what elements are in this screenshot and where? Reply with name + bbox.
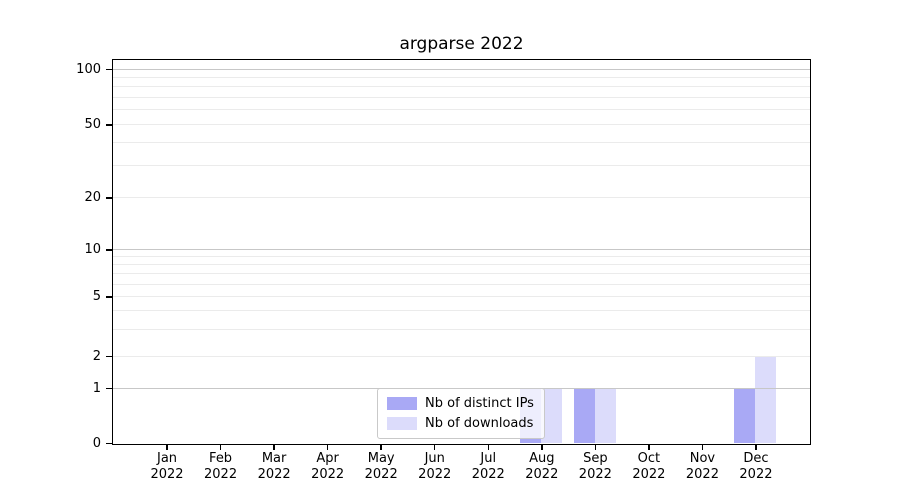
gridline-minor-y9	[113, 256, 810, 258]
x-tick-apr	[326, 443, 329, 450]
x-tick-label-mar: Mar 2022	[244, 451, 304, 483]
bar-nb-of-downloads-sep	[594, 388, 616, 443]
x-tick-feb	[219, 443, 222, 450]
x-tick-sep	[594, 443, 597, 450]
x-tick-label-feb: Feb 2022	[191, 451, 251, 483]
y-tick-label-100: 100	[76, 61, 101, 77]
x-tick-month-jun: Jun	[424, 451, 445, 466]
legend-label-distinct-ips: Nb of distinct IPs	[425, 396, 534, 411]
gridline-minor-y7	[113, 273, 810, 275]
y-tick-5	[105, 296, 112, 298]
plot-area: Nb of distinct IPs Nb of downloads	[112, 59, 811, 445]
x-tick-month-dec: Dec	[743, 451, 769, 466]
y-tick-label-5: 5	[92, 289, 101, 304]
x-tick-label-jun: Jun 2022	[405, 451, 465, 483]
y-tick-2	[105, 355, 112, 358]
x-tick-month-oct: Oct	[637, 451, 661, 466]
x-tick-mar	[273, 443, 275, 450]
x-tick-year-nov: 2022	[685, 467, 719, 482]
x-tick-month-nov: Nov	[689, 451, 716, 466]
x-tick-may	[380, 443, 382, 450]
x-tick-year-may: 2022	[364, 467, 398, 482]
x-tick-year-oct: 2022	[632, 467, 666, 482]
x-tick-label-jan: Jan 2022	[137, 451, 197, 483]
x-tick-label-jul: Jul 2022	[458, 451, 518, 483]
y-tick-label-0: 0	[92, 435, 101, 451]
y-tick-label-1: 1	[92, 380, 101, 396]
x-tick-year-jul: 2022	[471, 467, 505, 482]
y-tick-label-2: 2	[92, 348, 101, 364]
x-tick-year-jan: 2022	[150, 467, 184, 482]
x-tick-month-may: May	[367, 451, 395, 466]
x-tick-year-dec: 2022	[739, 467, 773, 482]
gridline-minor-y80	[113, 86, 810, 88]
gridline-minor-y70	[113, 97, 810, 99]
y-tick-label-50: 50	[84, 117, 101, 132]
x-tick-year-jun: 2022	[418, 467, 452, 482]
y-tick-20	[105, 197, 112, 199]
gridline-minor-y3	[113, 329, 810, 331]
gridline-minor-y40	[113, 141, 810, 143]
x-tick-label-sep: Sep 2022	[565, 451, 625, 483]
x-tick-jul	[487, 443, 490, 450]
x-tick-label-may: May 2022	[351, 451, 411, 483]
chart-title: argparse 2022	[399, 34, 524, 54]
x-tick-label-aug: Aug 2022	[512, 451, 572, 483]
gridline-minor-y6	[113, 283, 810, 285]
x-tick-month-feb: Feb	[209, 451, 233, 466]
x-tick-nov	[701, 443, 704, 450]
x-tick-label-apr: Apr 2022	[298, 451, 358, 483]
x-tick-year-aug: 2022	[525, 467, 559, 482]
x-tick-year-sep: 2022	[578, 467, 612, 482]
x-tick-month-jul: Jul	[480, 451, 497, 466]
bar-nb-of-distinct-ips-sep	[573, 388, 595, 443]
y-tick-50	[105, 124, 112, 126]
x-tick-month-sep: Sep	[583, 451, 608, 466]
x-tick-year-apr: 2022	[311, 467, 345, 482]
x-tick-month-mar: Mar	[261, 451, 287, 466]
gridline-major-y100	[113, 68, 810, 70]
legend-swatch-distinct-ips	[387, 397, 417, 410]
x-tick-label-nov: Nov 2022	[672, 451, 732, 483]
bar-nb-of-downloads-dec	[755, 356, 777, 443]
y-tick-label-20: 20	[84, 190, 101, 205]
x-tick-dec	[755, 443, 757, 450]
gridline-minor-y30	[113, 164, 810, 166]
x-tick-year-feb: 2022	[204, 467, 238, 482]
y-tick-1	[105, 387, 112, 390]
x-tick-month-apr: Apr	[316, 451, 339, 466]
legend-label-downloads: Nb of downloads	[425, 416, 534, 431]
legend-swatch-downloads	[387, 417, 417, 430]
gridline-major-y10	[113, 249, 810, 250]
y-tick-10	[105, 249, 112, 251]
x-tick-jan	[166, 443, 168, 450]
x-tick-label-oct: Oct 2022	[619, 451, 679, 483]
gridline-minor-y5	[113, 296, 810, 297]
gridline-minor-y20	[113, 197, 810, 198]
bar-nb-of-downloads-aug	[541, 388, 563, 443]
x-tick-aug	[541, 443, 543, 450]
gridline-minor-y50	[113, 124, 810, 125]
gridline-minor-y8	[113, 264, 810, 266]
y-tick-100	[105, 68, 112, 71]
x-tick-month-aug: Aug	[529, 451, 555, 466]
x-tick-jun	[433, 443, 436, 450]
legend-entry-downloads: Nb of downloads	[387, 416, 534, 431]
x-tick-month-jan: Jan	[157, 451, 178, 466]
gridline-minor-y90	[113, 76, 810, 78]
gridline-minor-y4	[113, 310, 810, 312]
legend-entry-distinct-ips: Nb of distinct IPs	[387, 396, 534, 411]
x-tick-label-dec: Dec 2022	[726, 451, 786, 483]
gridline-minor-y60	[113, 109, 810, 111]
gridline-minor-y2	[113, 355, 810, 357]
y-tick-label-10: 10	[84, 242, 101, 257]
x-tick-oct	[648, 443, 650, 450]
legend: Nb of distinct IPs Nb of downloads	[377, 388, 545, 439]
bar-nb-of-distinct-ips-dec	[734, 388, 756, 443]
y-tick-0	[105, 442, 112, 445]
x-tick-year-mar: 2022	[257, 467, 291, 482]
